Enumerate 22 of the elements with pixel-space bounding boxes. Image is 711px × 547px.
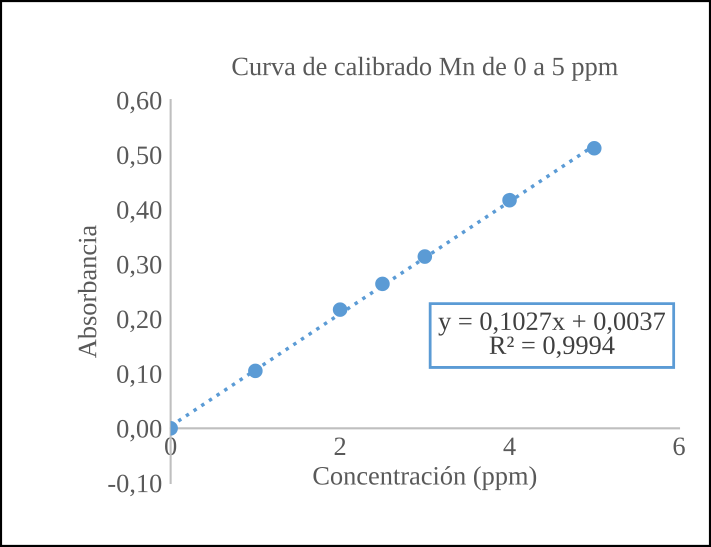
x-tick-label: 0 (165, 437, 176, 456)
y-tick-label: 0,40 (117, 201, 162, 223)
x-axis-title: Concentración (ppm) (313, 466, 536, 490)
chart-title: Curva de calibrado Mn de 0 a 5 ppm (232, 56, 618, 81)
y-tick-label: -0,10 (108, 474, 162, 496)
point (418, 249, 432, 264)
x-tick-label: 6 (674, 437, 685, 456)
point (502, 192, 517, 208)
y-tick-label: 0,30 (117, 256, 162, 278)
point (586, 140, 602, 156)
y-axis-title: Absorbancia (78, 225, 96, 358)
point (375, 276, 390, 292)
y-tick-label: 0,00 (117, 420, 162, 442)
point (332, 302, 348, 317)
x-tick-label: 4 (503, 438, 516, 455)
point (248, 364, 263, 378)
x-tick-label: 2 (334, 437, 346, 455)
y-tick-label: 0,20 (117, 310, 162, 332)
annotation: y = 0,1027x + 0,0037 R² = 0,9994 (438, 312, 665, 358)
y-tick-label: 0,60 (117, 92, 162, 114)
y-tick-label: 0,50 (117, 146, 162, 168)
y-tick-label: 0,10 (117, 365, 162, 387)
